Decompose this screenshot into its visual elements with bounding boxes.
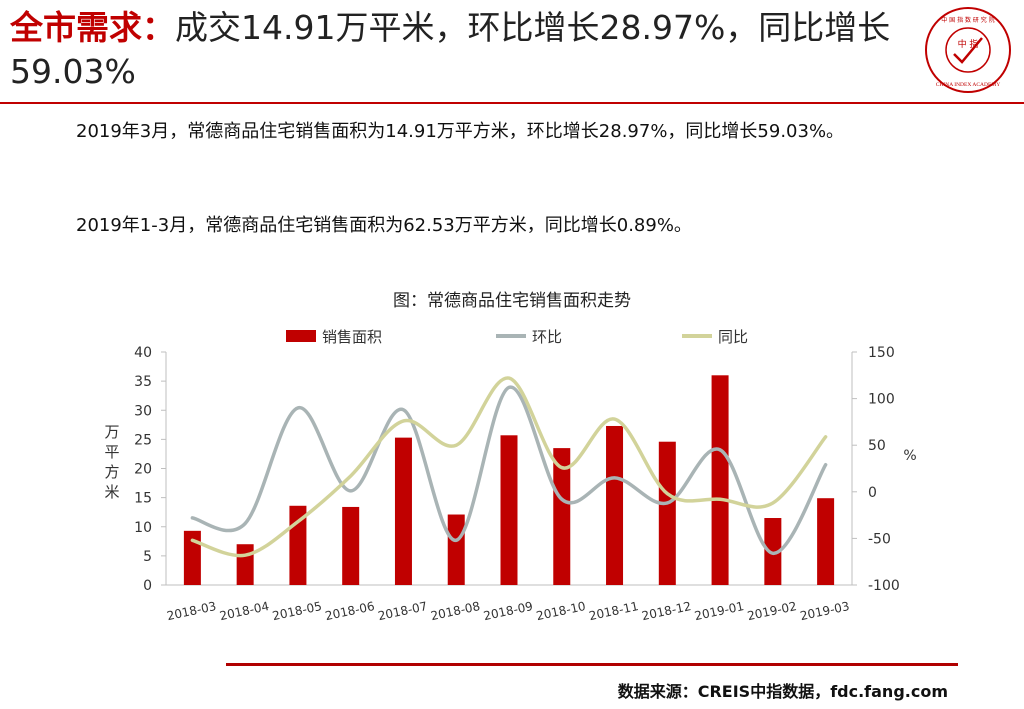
- bar-2018-06: [342, 506, 360, 585]
- x-tick-label: 2018-03: [166, 599, 218, 623]
- bar-2018-11: [606, 425, 624, 585]
- y-axis-label-char: 平: [104, 443, 119, 461]
- bar-2018-10: [553, 448, 571, 585]
- x-tick-label: 2018-12: [640, 599, 692, 623]
- y-axis-label-char: 米: [104, 483, 119, 501]
- x-tick-label: 2018-10: [535, 599, 587, 623]
- bar-2018-12: [658, 441, 676, 585]
- svg-text:中 指: 中 指: [958, 38, 979, 50]
- y2-tick-label: 50: [868, 438, 886, 454]
- x-tick-label: 2018-07: [377, 599, 429, 623]
- page-title: 全市需求：成交14.91万平米，环比增长28.97%，同比增长59.03%: [10, 6, 910, 94]
- y2-tick-label: -50: [868, 531, 891, 547]
- x-tick-label: 2019-01: [693, 599, 745, 623]
- legend-label-环比: 环比: [532, 328, 562, 346]
- y2-tick-label: 0: [868, 485, 877, 501]
- y2-tick-label: 150: [868, 345, 895, 361]
- y-tick-label: 20: [134, 462, 152, 478]
- x-tick-label: 2018-06: [324, 599, 376, 623]
- line-series-环比: [190, 385, 828, 556]
- x-tick-label: 2019-02: [746, 599, 798, 623]
- x-tick-label: 2019-03: [799, 599, 851, 623]
- china-index-academy-logo: 中 指 中 国 指 数 研 究 院 CHINA INDEX ACADEMY: [925, 7, 1011, 93]
- y2-axis-label: %: [903, 448, 916, 464]
- y-tick-label: 30: [134, 403, 152, 419]
- y2-tick-label: 100: [868, 392, 895, 408]
- y-tick-label: 15: [134, 491, 152, 507]
- page-title-rest: 成交14.91万平米，环比增长28.97%，同比增长59.03%: [10, 8, 891, 91]
- chart-title: 图：常德商品住宅销售面积走势: [393, 291, 631, 311]
- bar-2019-01: [711, 375, 729, 585]
- x-tick-label: 2018-04: [218, 599, 270, 623]
- y-axis-label-char: 万: [104, 423, 119, 441]
- legend-swatch-销售面积: [286, 330, 316, 342]
- line-series-同比: [190, 376, 828, 558]
- paragraph-quarterly: 2019年1-3月，常德商品住宅销售面积为62.53万平方米，同比增长0.89%…: [76, 215, 692, 236]
- bar-2019-03: [817, 498, 835, 585]
- svg-text:中 国 指 数 研 究 院: 中 国 指 数 研 究 院: [941, 16, 994, 24]
- y-axis-label-char: 方: [104, 463, 119, 481]
- y-tick-label: 10: [134, 520, 152, 536]
- x-tick-label: 2018-05: [271, 599, 323, 623]
- x-tick-label: 2018-08: [429, 599, 481, 623]
- y-tick-label: 35: [134, 374, 152, 390]
- legend-label-同比: 同比: [718, 328, 748, 346]
- y-tick-label: 40: [134, 345, 152, 361]
- bar-2018-07: [394, 437, 412, 585]
- y-tick-label: 25: [134, 432, 152, 448]
- title-underline: [0, 102, 1024, 104]
- svg-text:CHINA INDEX ACADEMY: CHINA INDEX ACADEMY: [936, 82, 1001, 88]
- x-tick-label: 2018-11: [588, 599, 640, 623]
- y-tick-label: 0: [143, 578, 152, 594]
- legend-label-销售面积: 销售面积: [322, 328, 382, 346]
- data-source: 数据来源：CREIS中指数据，fdc.fang.com: [617, 682, 948, 701]
- bar-2018-04: [236, 544, 254, 585]
- bar-2019-02: [764, 518, 782, 585]
- bar-2018-03: [183, 530, 201, 585]
- bar-2018-09: [500, 435, 518, 585]
- bar-2018-08: [447, 514, 465, 585]
- y-tick-label: 5: [143, 549, 152, 565]
- x-tick-label: 2018-09: [482, 599, 534, 623]
- footer-rule: [226, 663, 958, 666]
- y2-tick-label: -100: [868, 578, 900, 594]
- paragraph-monthly: 2019年3月，常德商品住宅销售面积为14.91万平方米，环比增长28.97%，…: [76, 121, 845, 142]
- page-title-highlight: 全市需求：: [10, 8, 175, 47]
